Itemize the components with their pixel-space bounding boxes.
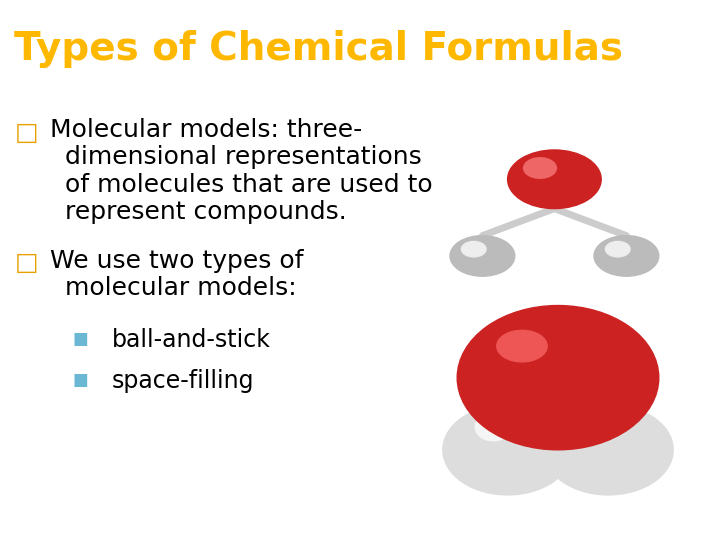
Text: Molecular models: three-: Molecular models: three- [50, 118, 363, 143]
Text: Types of Chemical Formulas: Types of Chemical Formulas [14, 30, 624, 68]
Circle shape [508, 150, 601, 208]
Ellipse shape [576, 414, 612, 441]
Text: space-filling: space-filling [112, 369, 254, 393]
Circle shape [594, 235, 659, 276]
Circle shape [523, 158, 557, 178]
Text: ■: ■ [72, 371, 88, 389]
Text: We use two types of: We use two types of [50, 249, 304, 273]
Ellipse shape [475, 414, 511, 441]
Text: molecular models:: molecular models: [65, 276, 297, 300]
Ellipse shape [443, 405, 572, 495]
Text: of molecules that are used to: of molecules that are used to [65, 172, 433, 197]
Ellipse shape [497, 330, 547, 362]
Text: represent compounds.: represent compounds. [65, 200, 346, 224]
Text: ■: ■ [72, 330, 88, 348]
Circle shape [462, 241, 486, 257]
Text: □: □ [14, 120, 38, 145]
Text: dimensional representations: dimensional representations [65, 145, 421, 170]
Circle shape [450, 235, 515, 276]
Ellipse shape [544, 405, 673, 495]
Circle shape [606, 241, 630, 257]
Text: ball-and-stick: ball-and-stick [112, 328, 271, 352]
Text: □: □ [14, 252, 38, 275]
Ellipse shape [457, 306, 659, 450]
